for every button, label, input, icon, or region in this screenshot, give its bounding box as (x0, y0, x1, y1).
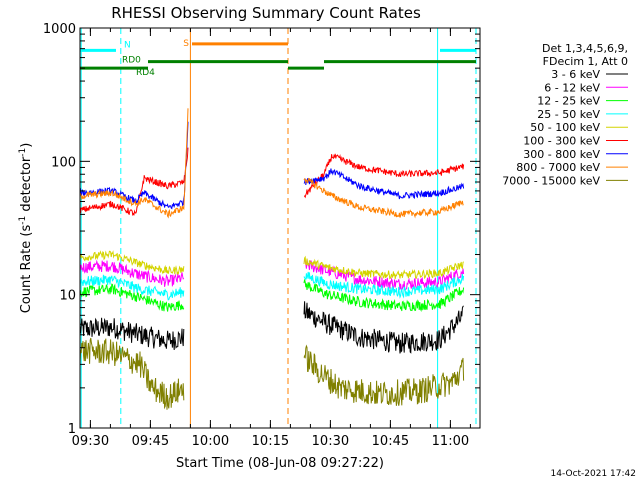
legend: Det 1,3,4,5,6,9,FDecim 1, Att 03 - 6 keV… (502, 42, 628, 187)
chart-title: RHESSI Observing Summary Count Rates (111, 4, 421, 22)
series-line (303, 271, 465, 299)
x-axis-label: Start Time (08-Jun-08 09:27:22) (176, 456, 384, 471)
series-line (303, 279, 465, 313)
time-markers (80, 28, 477, 428)
y-tick-label: 10 (59, 289, 76, 304)
flag-label-n: N (124, 40, 131, 50)
y-axis-label-part: Count Rate (s (19, 225, 34, 314)
series-line (304, 153, 465, 199)
series-line (79, 274, 185, 301)
legend-entry-label: 50 - 100 keV (530, 121, 600, 134)
y-axis-label: Count Rate (s-1 detector-1) (18, 143, 34, 314)
legend-entry-label: 300 - 800 keV (523, 148, 600, 161)
y-tick-label: 1 (68, 422, 76, 437)
y-axis-label-part: -1 (18, 148, 28, 157)
legend-entry-label: 800 - 7000 keV (516, 161, 600, 174)
flag-bars: N S RD0 RD4 (80, 39, 476, 78)
series-line (303, 255, 464, 280)
axes: 09:30 09:45 10:00 10:15 10:30 10:45 11:00 1 10 10… (43, 22, 481, 449)
x-tick-label: 10:30 (312, 434, 349, 449)
x-tick-label: 10:00 (192, 434, 229, 449)
series-line (79, 337, 185, 410)
plot-frame (79, 27, 481, 429)
series-line (303, 168, 465, 200)
y-axis-label-part: -1 (18, 216, 28, 225)
legend-entry-label: 100 - 300 keV (523, 135, 600, 148)
flag-label-s: S (183, 39, 189, 49)
y-tick-label: 1000 (43, 22, 76, 37)
legend-entry-label: 3 - 6 keV (551, 68, 600, 81)
series-line (303, 258, 465, 291)
series-line (79, 147, 189, 216)
flag-label-rd0: RD0 (122, 56, 141, 66)
series-line (79, 283, 185, 312)
legend-entry-label: 12 - 25 keV (537, 95, 600, 108)
legend-entry-label: 25 - 50 keV (537, 108, 600, 121)
series-line (79, 259, 185, 287)
flag-label-rd4: RD4 (136, 68, 155, 78)
legend-title: FDecim 1, Att 0 (543, 55, 628, 68)
footer-timestamp: 14-Oct-2021 17:42 (551, 469, 636, 479)
x-tick-label: 09:45 (132, 434, 169, 449)
x-tick-label: 10:15 (252, 434, 289, 449)
series-line (303, 344, 465, 406)
x-tick-label: 10:45 (372, 434, 409, 449)
y-axis-label-part: detector (19, 156, 34, 216)
y-axis-label-part: ) (19, 143, 34, 148)
x-tick-label: 09:30 (72, 434, 109, 449)
series-line (79, 108, 189, 219)
legend-title: Det 1,3,4,5,6,9, (542, 42, 628, 55)
legend-entry-label: 6 - 12 keV (544, 81, 600, 94)
series-line (303, 301, 464, 354)
x-tick-label: 11:00 (432, 434, 469, 449)
series-line (303, 177, 464, 219)
series-line (79, 250, 185, 276)
y-tick-label: 100 (51, 155, 76, 170)
series-line (79, 317, 185, 351)
legend-entry-label: 7000 - 15000 keV (502, 174, 600, 187)
series-layer (79, 108, 465, 410)
